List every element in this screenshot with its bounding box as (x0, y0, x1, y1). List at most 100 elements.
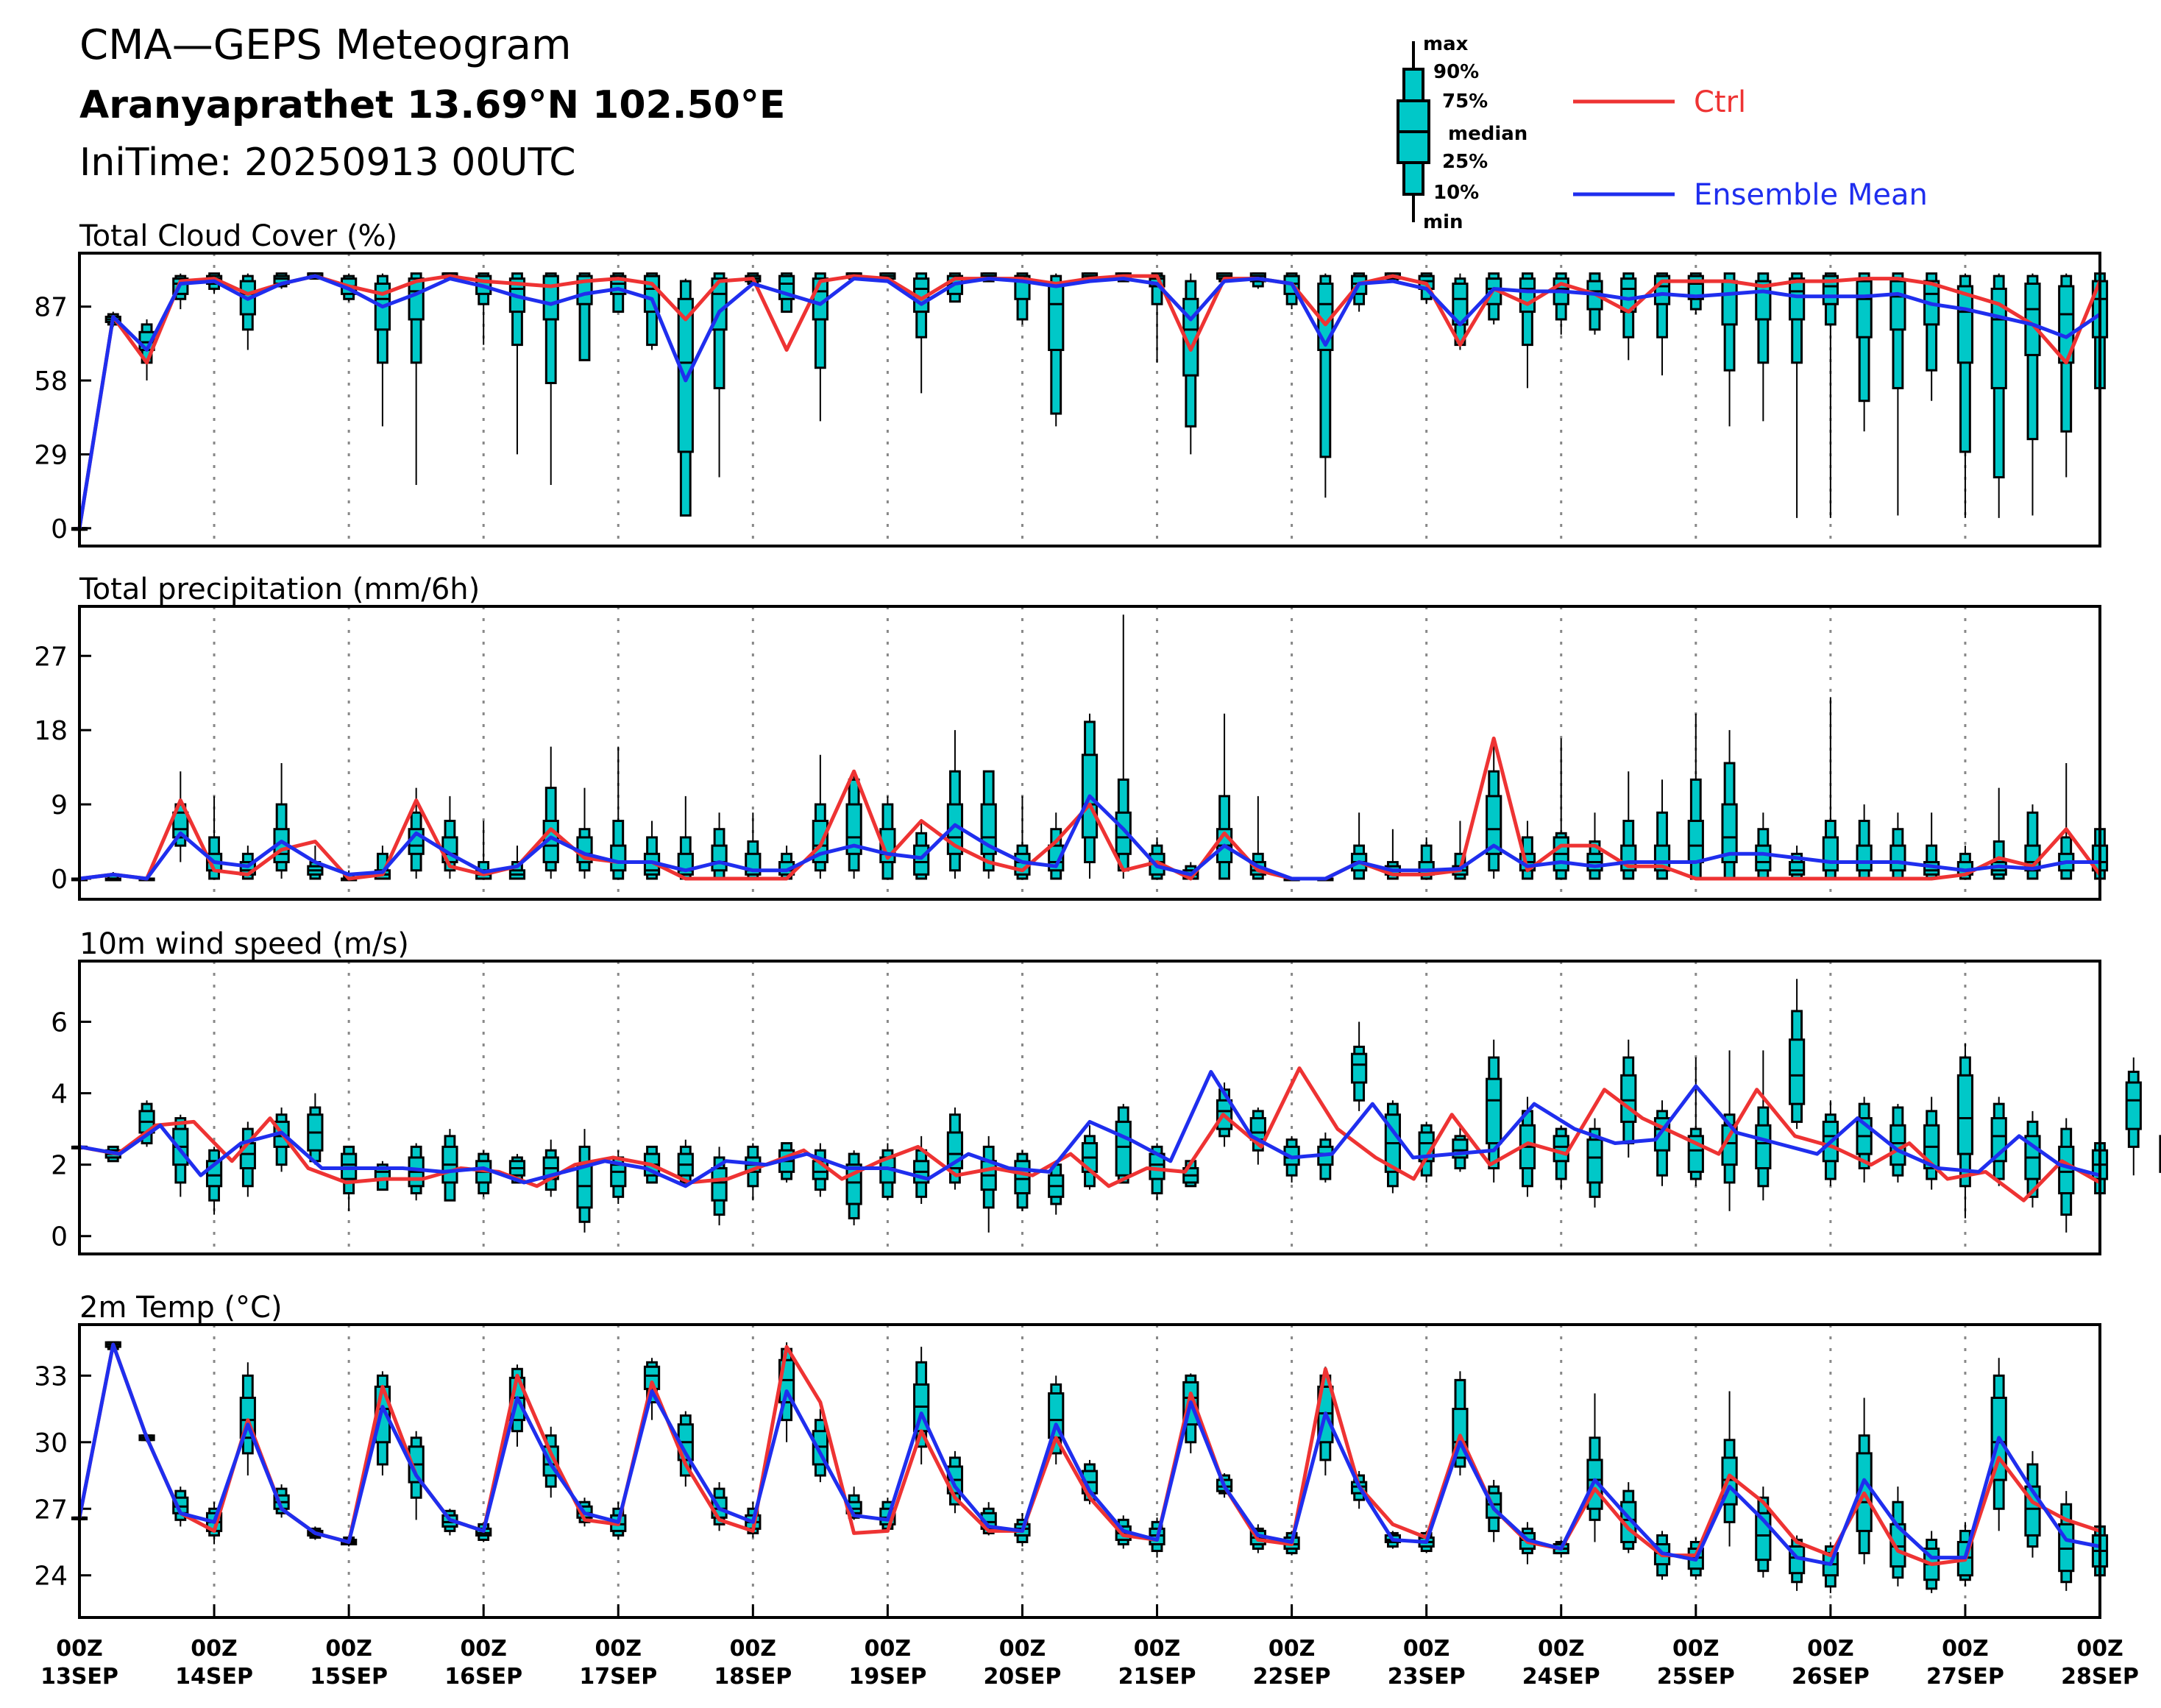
box-15 (576, 272, 593, 361)
box-48 (1687, 1057, 1704, 1186)
panel-0: Total Cloud Cover (%) 0 29 58 87 (34, 219, 2109, 548)
box-55 (1923, 272, 1940, 401)
box-48 (1687, 713, 1704, 880)
box-45 (1586, 1393, 1603, 1542)
box-13 (508, 846, 526, 880)
x-tick-hour: 00Z (1807, 1636, 1854, 1662)
box-17 (643, 821, 661, 880)
box-25-75 (610, 844, 627, 872)
panel-title: 10m wind speed (m/s) (79, 927, 409, 961)
box-25-75 (1115, 1120, 1132, 1177)
box-22 (812, 272, 828, 422)
legend-label-p10: 10% (1433, 182, 1479, 204)
box-4 (205, 1147, 223, 1215)
panel-2: 10m wind speed (m/s) 0 2 4 6 (51, 927, 2161, 1255)
box-24 (879, 795, 896, 880)
ensemble-mean-line (77, 1342, 2101, 1567)
y-tick-label: 18 (34, 716, 68, 746)
box-23 (845, 1150, 862, 1226)
ensemble-mean-line (79, 794, 2100, 881)
box-62 (2159, 1135, 2161, 1173)
chart-title: CMA—GEPS Meteogram (79, 21, 572, 69)
box-25-75 (1889, 844, 1906, 872)
box-51 (1788, 979, 1806, 1130)
y-tick-label: 0 (51, 865, 68, 895)
x-tick-date: 24SEP (1522, 1664, 1600, 1690)
box-39 (1384, 1100, 1402, 1194)
box-22 (812, 1143, 828, 1197)
box-59 (2058, 1118, 2075, 1233)
box-25-75 (1889, 280, 1906, 331)
panel-title: 2m Temp (°C) (79, 1291, 283, 1325)
panel-3: 2m Temp (°C) 24 27 30 33 (34, 1291, 2109, 1619)
box-49 (1721, 730, 1738, 880)
box-25-75 (1956, 1074, 1974, 1155)
x-tick-date: 13SEP (40, 1664, 118, 1690)
box-53 (1856, 272, 1873, 432)
box-25-75 (1856, 280, 1873, 339)
box-31 (1115, 1104, 1132, 1184)
x-tick-date: 16SEP (444, 1664, 522, 1690)
ensemble-mean-line (77, 274, 2101, 529)
box-5 (239, 1121, 256, 1197)
box-22 (812, 754, 828, 879)
legend-label-p75: 75% (1442, 91, 1488, 113)
box-19 (711, 1147, 728, 1226)
x-tick-date: 22SEP (1253, 1664, 1331, 1690)
box-54 (1889, 272, 1906, 516)
legend-label-max: max (1423, 33, 1469, 55)
box-32 (1149, 837, 1165, 880)
x-tick-hour: 00Z (1942, 1636, 1989, 1662)
x-tick-hour: 00Z (1672, 1636, 1720, 1662)
box-12 (475, 1150, 492, 1197)
box-25-75 (913, 844, 930, 876)
box-25-75 (2058, 1145, 2075, 1194)
y-tick-label: 30 (34, 1428, 68, 1459)
legend-ctrl-label: Ctrl (1694, 85, 1746, 119)
box-54 (1889, 1104, 1906, 1183)
box-56 (1956, 1043, 1974, 1219)
panel-title: Total precipitation (mm/6h) (79, 573, 480, 606)
box-27 (980, 1135, 997, 1233)
box-52 (1822, 272, 1839, 518)
box-25-75 (1048, 283, 1065, 352)
box-37 (1317, 1132, 1334, 1183)
box-50 (1755, 272, 1772, 422)
x-tick-hour: 00Z (1268, 1636, 1316, 1662)
box-57 (1990, 273, 2007, 518)
box-61 (2125, 1057, 2142, 1176)
panel-frame (78, 252, 2101, 548)
box-38 (1351, 812, 1368, 880)
box-6 (273, 763, 290, 879)
box-25-75 (711, 1167, 728, 1202)
x-tick-date: 21SEP (1118, 1664, 1196, 1690)
panel-frame (78, 605, 2101, 901)
x-tick-date: 25SEP (1657, 1664, 1735, 1690)
box-legend: max 90% 75% median 25% 10% min (1397, 33, 1527, 233)
box-25-75 (1822, 836, 1839, 872)
box-25-75 (1586, 1138, 1603, 1184)
x-tick-hour: 00Z (999, 1636, 1046, 1662)
box-15 (576, 1129, 593, 1233)
box-9 (374, 1160, 391, 1191)
box-50 (1755, 812, 1772, 880)
box-7 (307, 846, 324, 880)
box-5 (239, 273, 256, 350)
x-tick-date: 18SEP (714, 1664, 792, 1690)
box-37 (1317, 273, 1334, 498)
y-tick-label: 27 (34, 642, 68, 672)
box-14 (542, 1139, 559, 1197)
legend-label-min: min (1423, 211, 1463, 233)
line-legend: Ctrl Ensemble Mean (1573, 85, 1928, 212)
box-25-75 (1486, 795, 1502, 855)
box-55 (1923, 1096, 1940, 1190)
x-tick-date: 15SEP (310, 1664, 388, 1690)
y-tick-label: 87 (34, 293, 68, 323)
box-46 (1620, 272, 1637, 361)
box-57 (1990, 1096, 2007, 1186)
box-16 (610, 1150, 627, 1205)
x-tick-hour: 00Z (56, 1636, 103, 1662)
y-tick-label: 6 (51, 1008, 68, 1038)
ensemble-mean-line (79, 1070, 2101, 1188)
